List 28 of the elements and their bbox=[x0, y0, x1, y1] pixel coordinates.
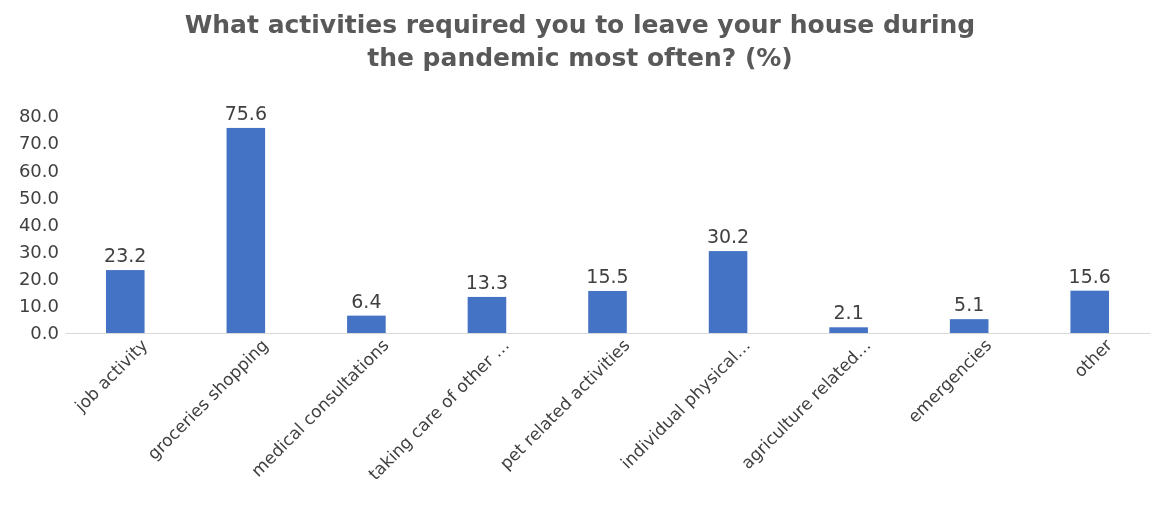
data-label: 15.6 bbox=[1068, 264, 1111, 287]
y-tick-label: 10.0 bbox=[18, 295, 59, 317]
y-tick-label: 60.0 bbox=[18, 159, 59, 181]
bar bbox=[105, 270, 145, 333]
y-tick-label: 40.0 bbox=[18, 213, 59, 235]
y-tick-label: 20.0 bbox=[18, 268, 59, 290]
y-tick-label: 80.0 bbox=[18, 105, 59, 127]
bar bbox=[1070, 290, 1110, 333]
data-label: 5.1 bbox=[954, 293, 985, 316]
bar bbox=[226, 127, 266, 333]
data-label: 6.4 bbox=[351, 289, 382, 312]
data-label: 2.1 bbox=[833, 301, 864, 324]
bar bbox=[829, 327, 868, 333]
bar bbox=[949, 319, 989, 333]
y-tick-label: 50.0 bbox=[18, 186, 59, 208]
y-tick-label: 30.0 bbox=[18, 240, 59, 262]
data-label: 23.2 bbox=[104, 244, 147, 267]
bar bbox=[708, 251, 748, 333]
y-tick-label: 0.0 bbox=[30, 322, 59, 344]
data-label: 75.6 bbox=[224, 101, 267, 124]
y-tick-label: 70.0 bbox=[18, 132, 59, 154]
bar bbox=[467, 296, 507, 333]
data-label: 15.5 bbox=[586, 264, 629, 287]
data-label: 13.3 bbox=[465, 270, 509, 293]
bar bbox=[347, 315, 386, 333]
bar bbox=[588, 290, 627, 333]
data-label: 30.2 bbox=[706, 225, 750, 248]
chart-title: What activities required you to leave your house during the pandemic most often? (%) bbox=[184, 10, 976, 72]
